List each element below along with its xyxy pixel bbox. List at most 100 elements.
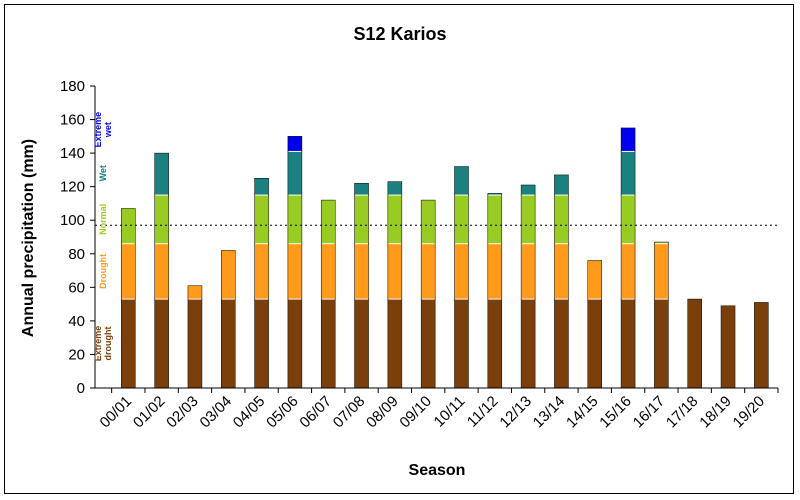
bar-segment-12-13-wet <box>520 184 536 196</box>
bar-segment-07-08-normal <box>354 194 369 244</box>
bar-segment-17-18-extreme-drought <box>687 298 702 389</box>
bar-segment-08-09-wet <box>387 181 403 196</box>
y-tick-label: 180 <box>60 78 85 95</box>
x-tick-label: 06/07 <box>296 393 335 432</box>
x-tick-label: 18/19 <box>696 393 735 432</box>
bar-segment-12-13-normal <box>520 194 536 244</box>
class-label-line: Drought <box>98 254 108 289</box>
bars-group <box>121 127 769 389</box>
y-tick-label: 40 <box>68 313 85 330</box>
x-tick-label: 09/10 <box>396 393 435 432</box>
x-axis-title: Season <box>409 462 466 479</box>
bar-segment-01-02-drought <box>154 243 169 300</box>
x-tick-label: 08/09 <box>363 393 402 432</box>
bar-segment-05-06-extreme-wet <box>287 136 303 152</box>
y-tick-label: 0 <box>77 380 85 397</box>
bar-segment-06-07-extreme-drought <box>320 298 336 389</box>
bar-segment-15-16-wet <box>620 151 636 196</box>
bar-segment-00-01-drought <box>121 243 136 300</box>
bar-segment-08-09-normal <box>387 194 403 244</box>
bar-segment-01-02-extreme-drought <box>154 298 169 389</box>
y-tick-label: 80 <box>68 246 85 263</box>
y-tick-label: 120 <box>60 179 85 196</box>
bar-segment-13-14-extreme-drought <box>554 298 569 389</box>
bar-segment-01-02-wet <box>154 152 169 196</box>
x-tick-label: 14/15 <box>563 393 602 432</box>
bar-segment-00-01-extreme-drought <box>121 298 136 389</box>
bar-segment-11-12-normal <box>487 194 503 244</box>
bar-segment-06-07-normal <box>320 199 336 244</box>
bar-segment-05-06-extreme-drought <box>287 298 303 389</box>
axes-group <box>94 86 778 389</box>
y-tick-label: 140 <box>60 145 85 162</box>
class-label-extreme-drought: Extremedrought <box>93 326 113 362</box>
bar-segment-06-07-drought <box>320 243 336 300</box>
class-label-line: Normal <box>98 204 108 235</box>
bar-segment-08-09-extreme-drought <box>387 298 403 389</box>
bar-segment-02-03-drought <box>187 285 203 300</box>
y-axis-title: Annual precipitation (mm) <box>20 139 37 337</box>
bar-segment-07-08-wet <box>354 183 369 196</box>
class-label-line: Extreme <box>93 112 103 148</box>
chart-title: S12 Karios <box>353 24 446 44</box>
x-tick-label: 03/04 <box>197 393 236 432</box>
y-tick-label: 160 <box>60 112 85 129</box>
bar-segment-15-16-extreme-wet <box>620 127 636 152</box>
y-tick-label: 60 <box>68 279 85 296</box>
bar-segment-14-15-drought <box>587 260 603 300</box>
x-tick-label: 17/18 <box>663 393 702 432</box>
class-label-line: wet <box>103 122 113 138</box>
x-tick-label: 00/01 <box>97 393 136 432</box>
y-tick-label: 20 <box>68 346 85 363</box>
x-tick-label: 01/02 <box>130 393 169 432</box>
bar-segment-03-04-drought <box>221 250 236 300</box>
bar-segment-01-02-normal <box>154 194 169 244</box>
bar-segment-09-10-extreme-drought <box>420 298 436 389</box>
x-tick-label: 05/06 <box>263 393 302 432</box>
class-label-drought: Drought <box>98 254 108 289</box>
x-tick-label: 11/12 <box>464 393 502 431</box>
x-tick-label: 07/08 <box>330 393 369 432</box>
class-label-normal: Normal <box>98 204 108 235</box>
bar-segment-04-05-drought <box>254 243 269 300</box>
bar-segment-10-11-wet <box>454 166 469 196</box>
bar-segment-11-12-drought <box>487 243 503 300</box>
bar-segment-02-03-extreme-drought <box>187 298 203 389</box>
bar-segment-14-15-extreme-drought <box>587 298 603 389</box>
x-tick-label: 12/13 <box>496 393 535 432</box>
bar-segment-09-10-drought <box>420 243 436 300</box>
x-ticks-group: 00/0101/0202/0303/0404/0505/0606/0707/08… <box>97 388 779 432</box>
bar-segment-16-17-extreme-drought <box>654 298 669 389</box>
class-label-line: Extreme <box>93 326 103 362</box>
bar-segment-00-01-normal <box>121 208 136 244</box>
bar-segment-10-11-normal <box>454 194 469 244</box>
class-label-line: drought <box>103 327 113 361</box>
bar-segment-08-09-drought <box>387 243 403 300</box>
class-label-extreme-wet: Extremewet <box>93 112 113 148</box>
bar-segment-12-13-extreme-drought <box>520 298 536 389</box>
x-tick-label: 10/11 <box>431 393 469 431</box>
y-tick-label: 100 <box>60 212 85 229</box>
bar-segment-15-16-extreme-drought <box>620 298 636 389</box>
bar-segment-10-11-drought <box>454 243 469 300</box>
x-tick-label: 16/17 <box>630 393 669 432</box>
bar-segment-05-06-drought <box>287 243 303 300</box>
bar-segment-13-14-normal <box>554 194 569 244</box>
bar-segment-13-14-drought <box>554 243 569 300</box>
bar-segment-15-16-normal <box>620 194 636 244</box>
bar-segment-15-16-drought <box>620 243 636 300</box>
x-tick-label: 02/03 <box>163 393 202 432</box>
bar-segment-05-06-normal <box>287 194 303 244</box>
x-tick-label: 15/16 <box>596 393 635 432</box>
bar-segment-07-08-drought <box>354 243 369 300</box>
class-label-line: Wet <box>98 165 108 181</box>
bar-segment-03-04-extreme-drought <box>221 298 236 389</box>
x-tick-label: 13/14 <box>530 393 569 432</box>
y-ticks-group: 0 20 40 60 80 100 120 140 160 180 <box>60 78 95 397</box>
bar-segment-04-05-extreme-drought <box>254 298 269 389</box>
bar-segment-13-14-wet <box>554 174 569 196</box>
class-label-wet: Wet <box>98 165 108 181</box>
bar-segment-04-05-normal <box>254 194 269 244</box>
